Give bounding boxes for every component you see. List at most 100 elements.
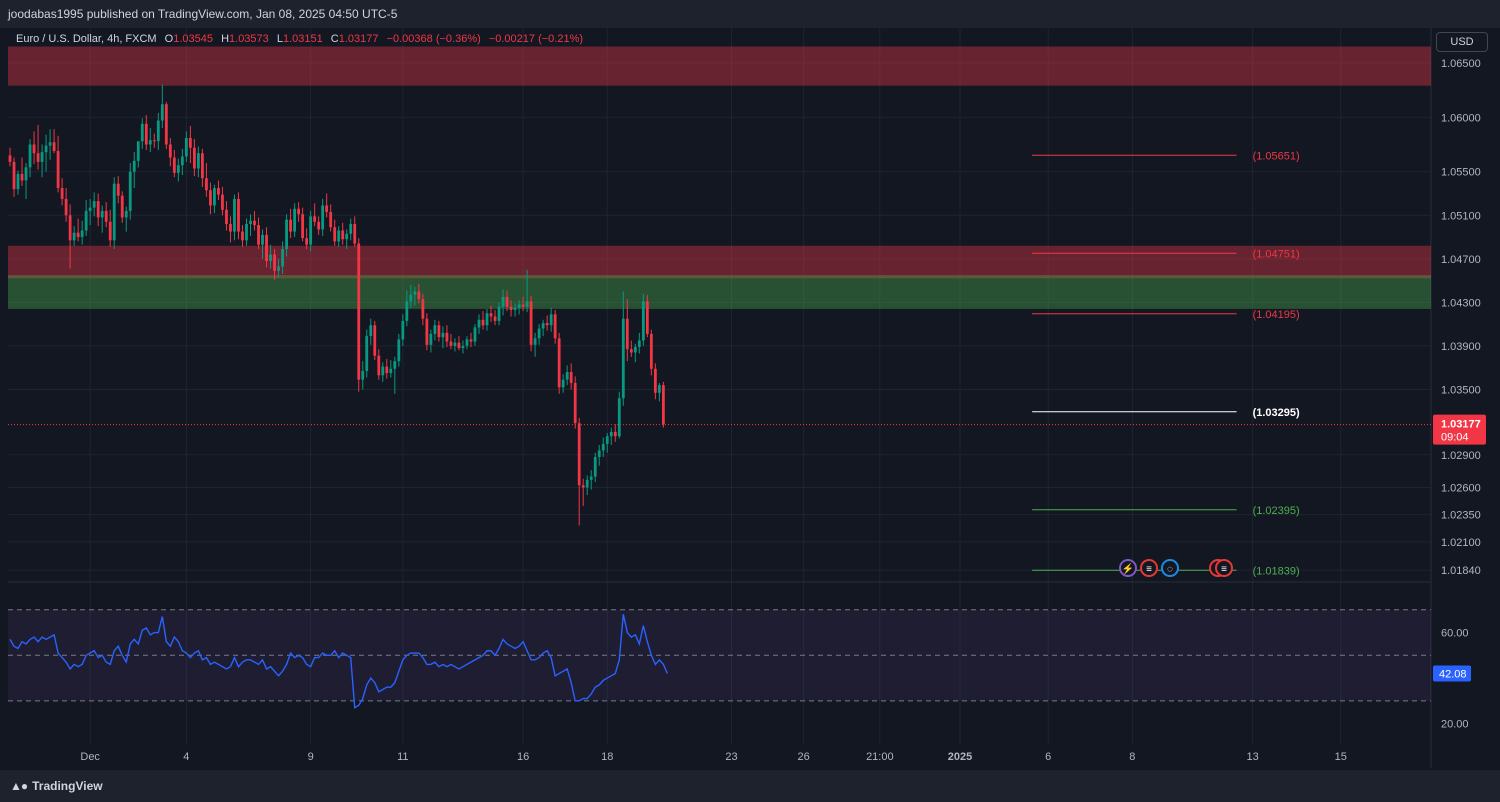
- candle-body: [237, 198, 240, 232]
- currency-button[interactable]: USD: [1436, 32, 1488, 52]
- candle-body: [257, 225, 260, 245]
- open-label: O: [164, 33, 174, 45]
- time-tick-label: 2025: [948, 751, 972, 763]
- eu-flag-icon[interactable]: ◌: [1161, 559, 1179, 577]
- candle-body: [517, 304, 521, 308]
- candle-body: [144, 123, 148, 145]
- candle-body: [573, 382, 577, 424]
- price-tick-label: 1.02900: [1441, 450, 1481, 462]
- candle-body: [545, 323, 549, 326]
- candle-body: [72, 232, 76, 241]
- candle-body: [357, 243, 361, 380]
- candle-body: [213, 188, 216, 206]
- candle-body: [277, 266, 280, 271]
- candle-body: [393, 361, 397, 369]
- candle-body: [337, 230, 341, 242]
- candle-body: [225, 209, 228, 224]
- candle-body: [657, 385, 661, 393]
- candle-body: [453, 342, 457, 346]
- time-tick-label: 15: [1335, 751, 1347, 763]
- level-label: (1.05651): [1253, 150, 1300, 162]
- candle-body: [96, 201, 100, 218]
- candle-body: [613, 431, 617, 437]
- candle-body: [417, 291, 421, 300]
- horizontal-levels[interactable]: (1.05651) (1.04751) (1.04195) (1.03295) (1.0…: [8, 150, 1431, 577]
- countdown-label: 09:04: [1441, 432, 1469, 444]
- rsi-last-badge: [1433, 665, 1471, 682]
- candle-body: [601, 443, 605, 451]
- time-tick-label: 26: [798, 751, 810, 763]
- lightning-icon[interactable]: ⚡: [1119, 559, 1137, 577]
- price-tick-label: 1.04300: [1441, 297, 1481, 309]
- candle-body: [60, 188, 64, 199]
- price-tick-label: 1.06500: [1441, 58, 1481, 70]
- candle-body: [156, 120, 160, 142]
- candle-body: [52, 142, 56, 152]
- candle-body: [36, 153, 40, 162]
- svg-text:◌: ◌: [1167, 564, 1173, 575]
- candle-body: [449, 341, 453, 346]
- high-label: H: [221, 33, 230, 45]
- chart-background: [0, 28, 1500, 770]
- level-label: (1.03295): [1253, 407, 1300, 419]
- candle-body: [401, 320, 405, 340]
- candle-body: [377, 355, 381, 376]
- candle-body: [152, 140, 156, 142]
- candle-body: [92, 201, 96, 208]
- candle-body: [609, 431, 613, 437]
- candle-body: [409, 294, 413, 302]
- candle-body: [549, 314, 553, 326]
- candle-body: [561, 379, 565, 388]
- candle-body: [341, 230, 345, 240]
- candle-body: [493, 316, 497, 321]
- candle-body: [168, 144, 172, 158]
- tradingview-logo-icon: ▲●: [10, 779, 28, 793]
- candle-body: [281, 249, 284, 267]
- candle-body: [653, 368, 657, 393]
- candle-body: [413, 291, 417, 295]
- candle-body: [525, 301, 529, 307]
- candle-body: [301, 214, 305, 239]
- candle-body: [605, 436, 609, 444]
- candle-body: [597, 450, 601, 457]
- candle-body: [649, 333, 653, 369]
- candle-body: [485, 313, 489, 326]
- us-flag-icon[interactable]: ≡: [1140, 559, 1158, 577]
- time-tick-label: Dec: [80, 751, 100, 763]
- candle-body: [473, 327, 477, 342]
- candle-body: [521, 304, 525, 307]
- low-label: L: [276, 33, 283, 45]
- candle-body: [172, 157, 176, 173]
- event-icons[interactable]: ⚡≡◌≡≡: [1119, 559, 1233, 577]
- candle-body: [661, 385, 665, 425]
- candle-body: [645, 301, 649, 334]
- us-flag-icon[interactable]: ≡: [1215, 559, 1233, 577]
- candle-body: [8, 155, 12, 162]
- candle-body: [64, 198, 68, 216]
- price-tick-label: 1.03500: [1441, 384, 1481, 396]
- zone-red: [8, 245, 1431, 279]
- candle-body: [192, 147, 196, 169]
- time-axis[interactable]: Dec 4 9 11 16 18 23 26 21:00 2025 6 8 13 15: [80, 751, 1347, 763]
- candle-body: [160, 104, 164, 121]
- svg-text:≡: ≡: [1221, 564, 1227, 575]
- candle-body: [381, 366, 385, 376]
- candle-body: [569, 372, 573, 383]
- change-value: −0.00368 (−0.36%): [386, 33, 481, 45]
- price-tick-label: 1.04700: [1441, 254, 1481, 266]
- zone-red: [8, 46, 1431, 86]
- candle-body: [180, 156, 184, 166]
- price-axis[interactable]: 1.06500 1.06000 1.05500 1.05100 1.04700 1.043…: [1432, 28, 1500, 770]
- candle-body: [481, 319, 485, 326]
- candle-body: [421, 299, 425, 319]
- publisher-header: joodabas1995 published on TradingView.co…: [0, 0, 1500, 28]
- candle-body: [100, 210, 104, 218]
- symbol-legend: Euro / U.S. Dollar, 4h, FXCM O1.03545 H1…: [16, 33, 583, 45]
- candle-body: [433, 325, 437, 334]
- candle-body: [325, 205, 329, 212]
- time-tick-label: 13: [1246, 751, 1258, 763]
- candle-body: [140, 123, 144, 142]
- publisher-text: joodabas1995 published on TradingView.co…: [8, 7, 398, 21]
- candle-body: [541, 323, 545, 329]
